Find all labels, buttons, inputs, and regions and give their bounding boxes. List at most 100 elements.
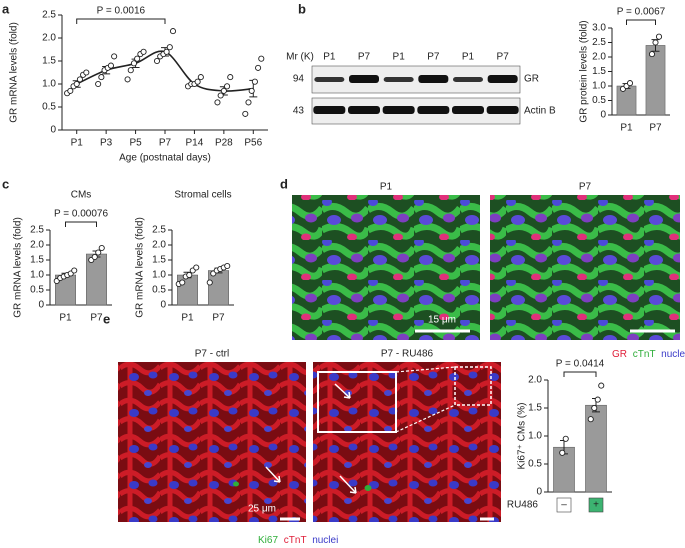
data-point — [258, 55, 265, 62]
y-tick-label: 2.0 — [30, 240, 44, 251]
data-point — [214, 99, 221, 106]
blot-band — [487, 75, 518, 83]
lane-label: P1 — [393, 52, 406, 63]
data-point — [127, 67, 134, 74]
data-point — [626, 80, 634, 87]
y-tick-label: 0.5 — [528, 459, 542, 470]
data-point — [95, 80, 102, 88]
panel-letter: a — [2, 1, 10, 16]
data-point — [166, 44, 173, 51]
micrograph — [313, 362, 501, 522]
y-tick-label: 0.5 — [152, 285, 166, 296]
data-point — [140, 48, 147, 55]
image-label: P7 — [579, 182, 592, 193]
data-point — [197, 74, 204, 81]
y-tick-label: 2.5 — [42, 10, 56, 21]
data-point — [245, 99, 252, 106]
micrograph — [490, 195, 680, 340]
data-point — [98, 74, 105, 81]
data-point — [194, 78, 201, 85]
data-point — [217, 92, 224, 99]
y-tick-label: 2.0 — [528, 375, 542, 386]
x-tick-label: + — [593, 500, 599, 511]
y-tick-label: 0.5 — [592, 95, 606, 106]
bar — [177, 274, 198, 306]
data-point — [91, 253, 98, 261]
y-axis-label: GR mRNA levels (fold) — [9, 22, 20, 123]
data-point — [587, 416, 594, 423]
stain-legend: GR cTnT nuclei — [612, 349, 685, 360]
scale-label: 15 μm — [428, 315, 456, 326]
blot-band — [382, 106, 415, 114]
data-point — [206, 279, 213, 286]
stain-name: nuclei — [661, 349, 685, 360]
x-tick-label: P3 — [100, 138, 113, 149]
panel-letter: b — [298, 1, 306, 16]
lane-label: P7 — [427, 52, 440, 63]
p-value: P = 0.00076 — [54, 209, 108, 220]
micrograph — [292, 195, 480, 340]
data-point — [193, 264, 200, 271]
blot-band — [348, 106, 380, 114]
x-tick-label: P1 — [181, 313, 194, 324]
y-tick-label: 3.0 — [592, 23, 606, 34]
blot-band — [313, 106, 346, 114]
data-point — [655, 33, 663, 40]
y-tick-label: 1.0 — [592, 81, 606, 92]
category-box — [556, 497, 572, 513]
x-tick-label: P7 — [649, 123, 662, 134]
x-tick-label: P1 — [620, 123, 633, 134]
y-tick-label: 0 — [160, 300, 166, 311]
data-point — [95, 249, 102, 256]
image-label: P1 — [380, 182, 393, 193]
data-point — [107, 62, 114, 69]
arrow — [339, 475, 357, 494]
band-label: Actin B — [524, 106, 556, 117]
y-tick-label: 2.5 — [30, 225, 44, 236]
zoom-lines — [395, 366, 456, 433]
y-tick-label: 2.5 — [592, 37, 606, 48]
y-tick-label: 1.0 — [30, 270, 44, 281]
data-point — [67, 87, 74, 94]
blot-band — [486, 106, 519, 114]
significance-bracket — [563, 371, 597, 377]
y-tick-label: 1.5 — [30, 255, 44, 266]
data-point — [255, 64, 262, 71]
data-point — [224, 83, 231, 90]
x-tick-label: P7 — [90, 313, 103, 324]
y-tick-label: 2.0 — [592, 52, 606, 63]
stain-name: Ki67 — [258, 535, 278, 546]
x-tick-label: P14 — [186, 138, 204, 149]
lane-label: P7 — [497, 52, 510, 63]
data-point — [153, 57, 161, 65]
y-tick-label: 1.5 — [528, 403, 542, 414]
zoom-box — [454, 366, 492, 406]
lane-label: P1 — [462, 52, 475, 63]
mr-label: Mr (K) — [286, 52, 314, 63]
data-point — [163, 48, 170, 55]
blot-membrane — [311, 65, 521, 94]
lane-label: P1 — [323, 52, 336, 63]
data-point — [648, 51, 656, 58]
x-tick-label: P1 — [59, 313, 72, 324]
p-value: P = 0.0414 — [556, 359, 605, 370]
micrograph — [118, 362, 306, 522]
y-tick-label: 1.5 — [592, 66, 606, 77]
blot-band — [349, 75, 379, 83]
marker-label: 94 — [293, 74, 305, 85]
stain-name: cTnT — [633, 349, 656, 360]
data-point — [227, 74, 234, 81]
data-point — [652, 39, 659, 46]
y-axis-label: GR mRNA levels (fold) — [13, 217, 24, 318]
y-tick-label: 1.5 — [42, 56, 56, 67]
data-point — [594, 396, 601, 403]
data-point — [134, 55, 141, 62]
data-point — [186, 271, 193, 279]
y-tick-label: 2.5 — [152, 225, 166, 236]
bar — [645, 45, 666, 116]
blot-band — [453, 77, 483, 82]
data-point — [251, 78, 258, 85]
x-axis-label: Age (postnatal days) — [119, 153, 211, 164]
